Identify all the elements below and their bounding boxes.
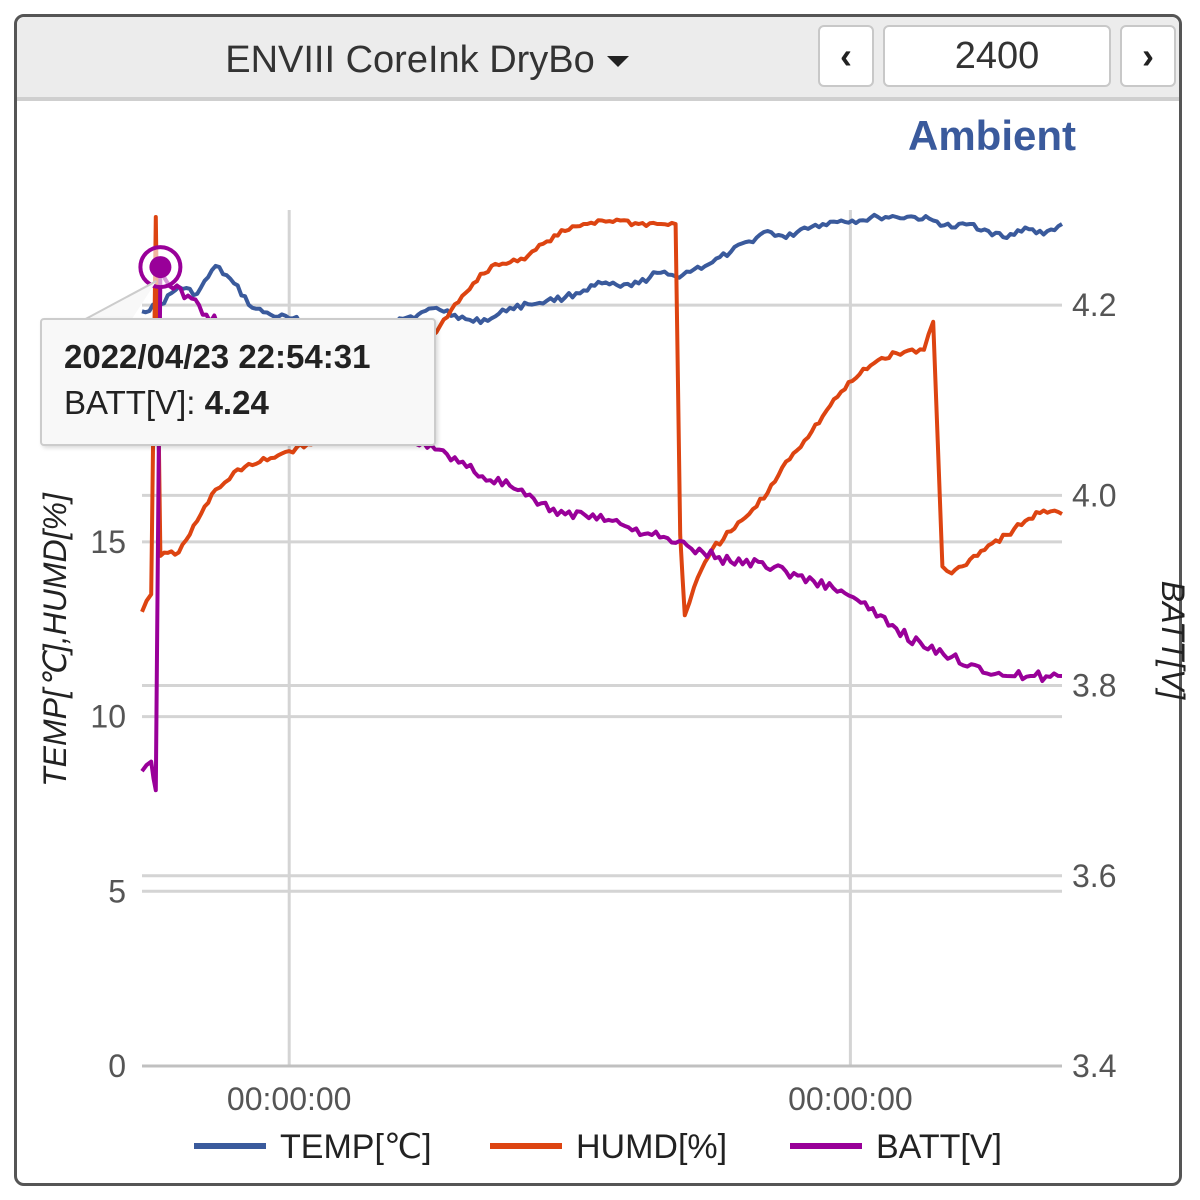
hover-marker-dot	[149, 256, 172, 279]
x-tick-label: 00:00:00	[227, 1081, 352, 1117]
prev-button[interactable]: ‹	[818, 25, 874, 87]
y-left-tick-label: 0	[108, 1048, 126, 1084]
tooltip-pointer	[79, 280, 157, 323]
hover-marker	[79, 245, 183, 323]
chart-grid	[142, 210, 1062, 1068]
series-lines	[140, 212, 1064, 793]
caret-down-icon	[606, 55, 629, 67]
chart-title: Ambient	[908, 112, 1076, 159]
series-line-temp	[141, 212, 1064, 342]
y-right-tick-label: 3.8	[1072, 668, 1116, 704]
y-left-tick-label: 10	[90, 699, 126, 735]
y-axis-right-title: BATT[V]	[1155, 581, 1191, 701]
chart-legend: TEMP[℃] HUMD[%] BATT[V]	[194, 1128, 1002, 1166]
y-left-tick-label: 15	[90, 524, 126, 560]
y-axis-left-title: TEMP[℃],HUMD[%]	[37, 492, 73, 787]
chevron-right-icon: ›	[1142, 35, 1154, 76]
count-field[interactable]: 2400	[883, 25, 1111, 87]
legend-label: TEMP[℃]	[280, 1128, 432, 1166]
chart-tooltip: 2022/04/23 22:54:31 BATT[V]: 4.24	[40, 318, 436, 446]
toolbar: ENVIII CoreInk DryBo ‹ 2400 ›	[17, 17, 1179, 101]
series-line-humd	[140, 215, 1063, 618]
y-right-tick-label: 3.4	[1072, 1048, 1116, 1084]
chart-panel	[14, 14, 1182, 1186]
y-left-tick-label: 5	[108, 873, 126, 909]
tooltip-value: 4.24	[204, 384, 269, 421]
tooltip-row: BATT[V]: 4.24	[64, 384, 412, 422]
device-select-label: ENVIII CoreInk DryBo	[225, 38, 595, 81]
axis-ticks: 0 5 10 15 3.4 3.6 3.8 4.0 4.2 00:00:00 00:00:00	[90, 287, 1116, 1117]
next-button[interactable]: ›	[1120, 25, 1176, 87]
y-right-tick-label: 3.6	[1072, 858, 1116, 894]
chevron-left-icon: ‹	[840, 35, 852, 76]
tooltip-series-label: BATT[V]:	[64, 384, 205, 421]
device-select[interactable]: ENVIII CoreInk DryBo	[167, 31, 687, 89]
x-tick-label: 00:00:00	[788, 1081, 913, 1117]
y-right-tick-label: 4.0	[1072, 477, 1116, 513]
tooltip-timestamp: 2022/04/23 22:54:31	[64, 338, 371, 375]
count-value: 2400	[954, 34, 1040, 77]
legend-label: BATT[V]	[876, 1128, 1002, 1166]
legend-label: HUMD[%]	[576, 1128, 727, 1166]
y-right-tick-label: 4.2	[1072, 287, 1116, 323]
